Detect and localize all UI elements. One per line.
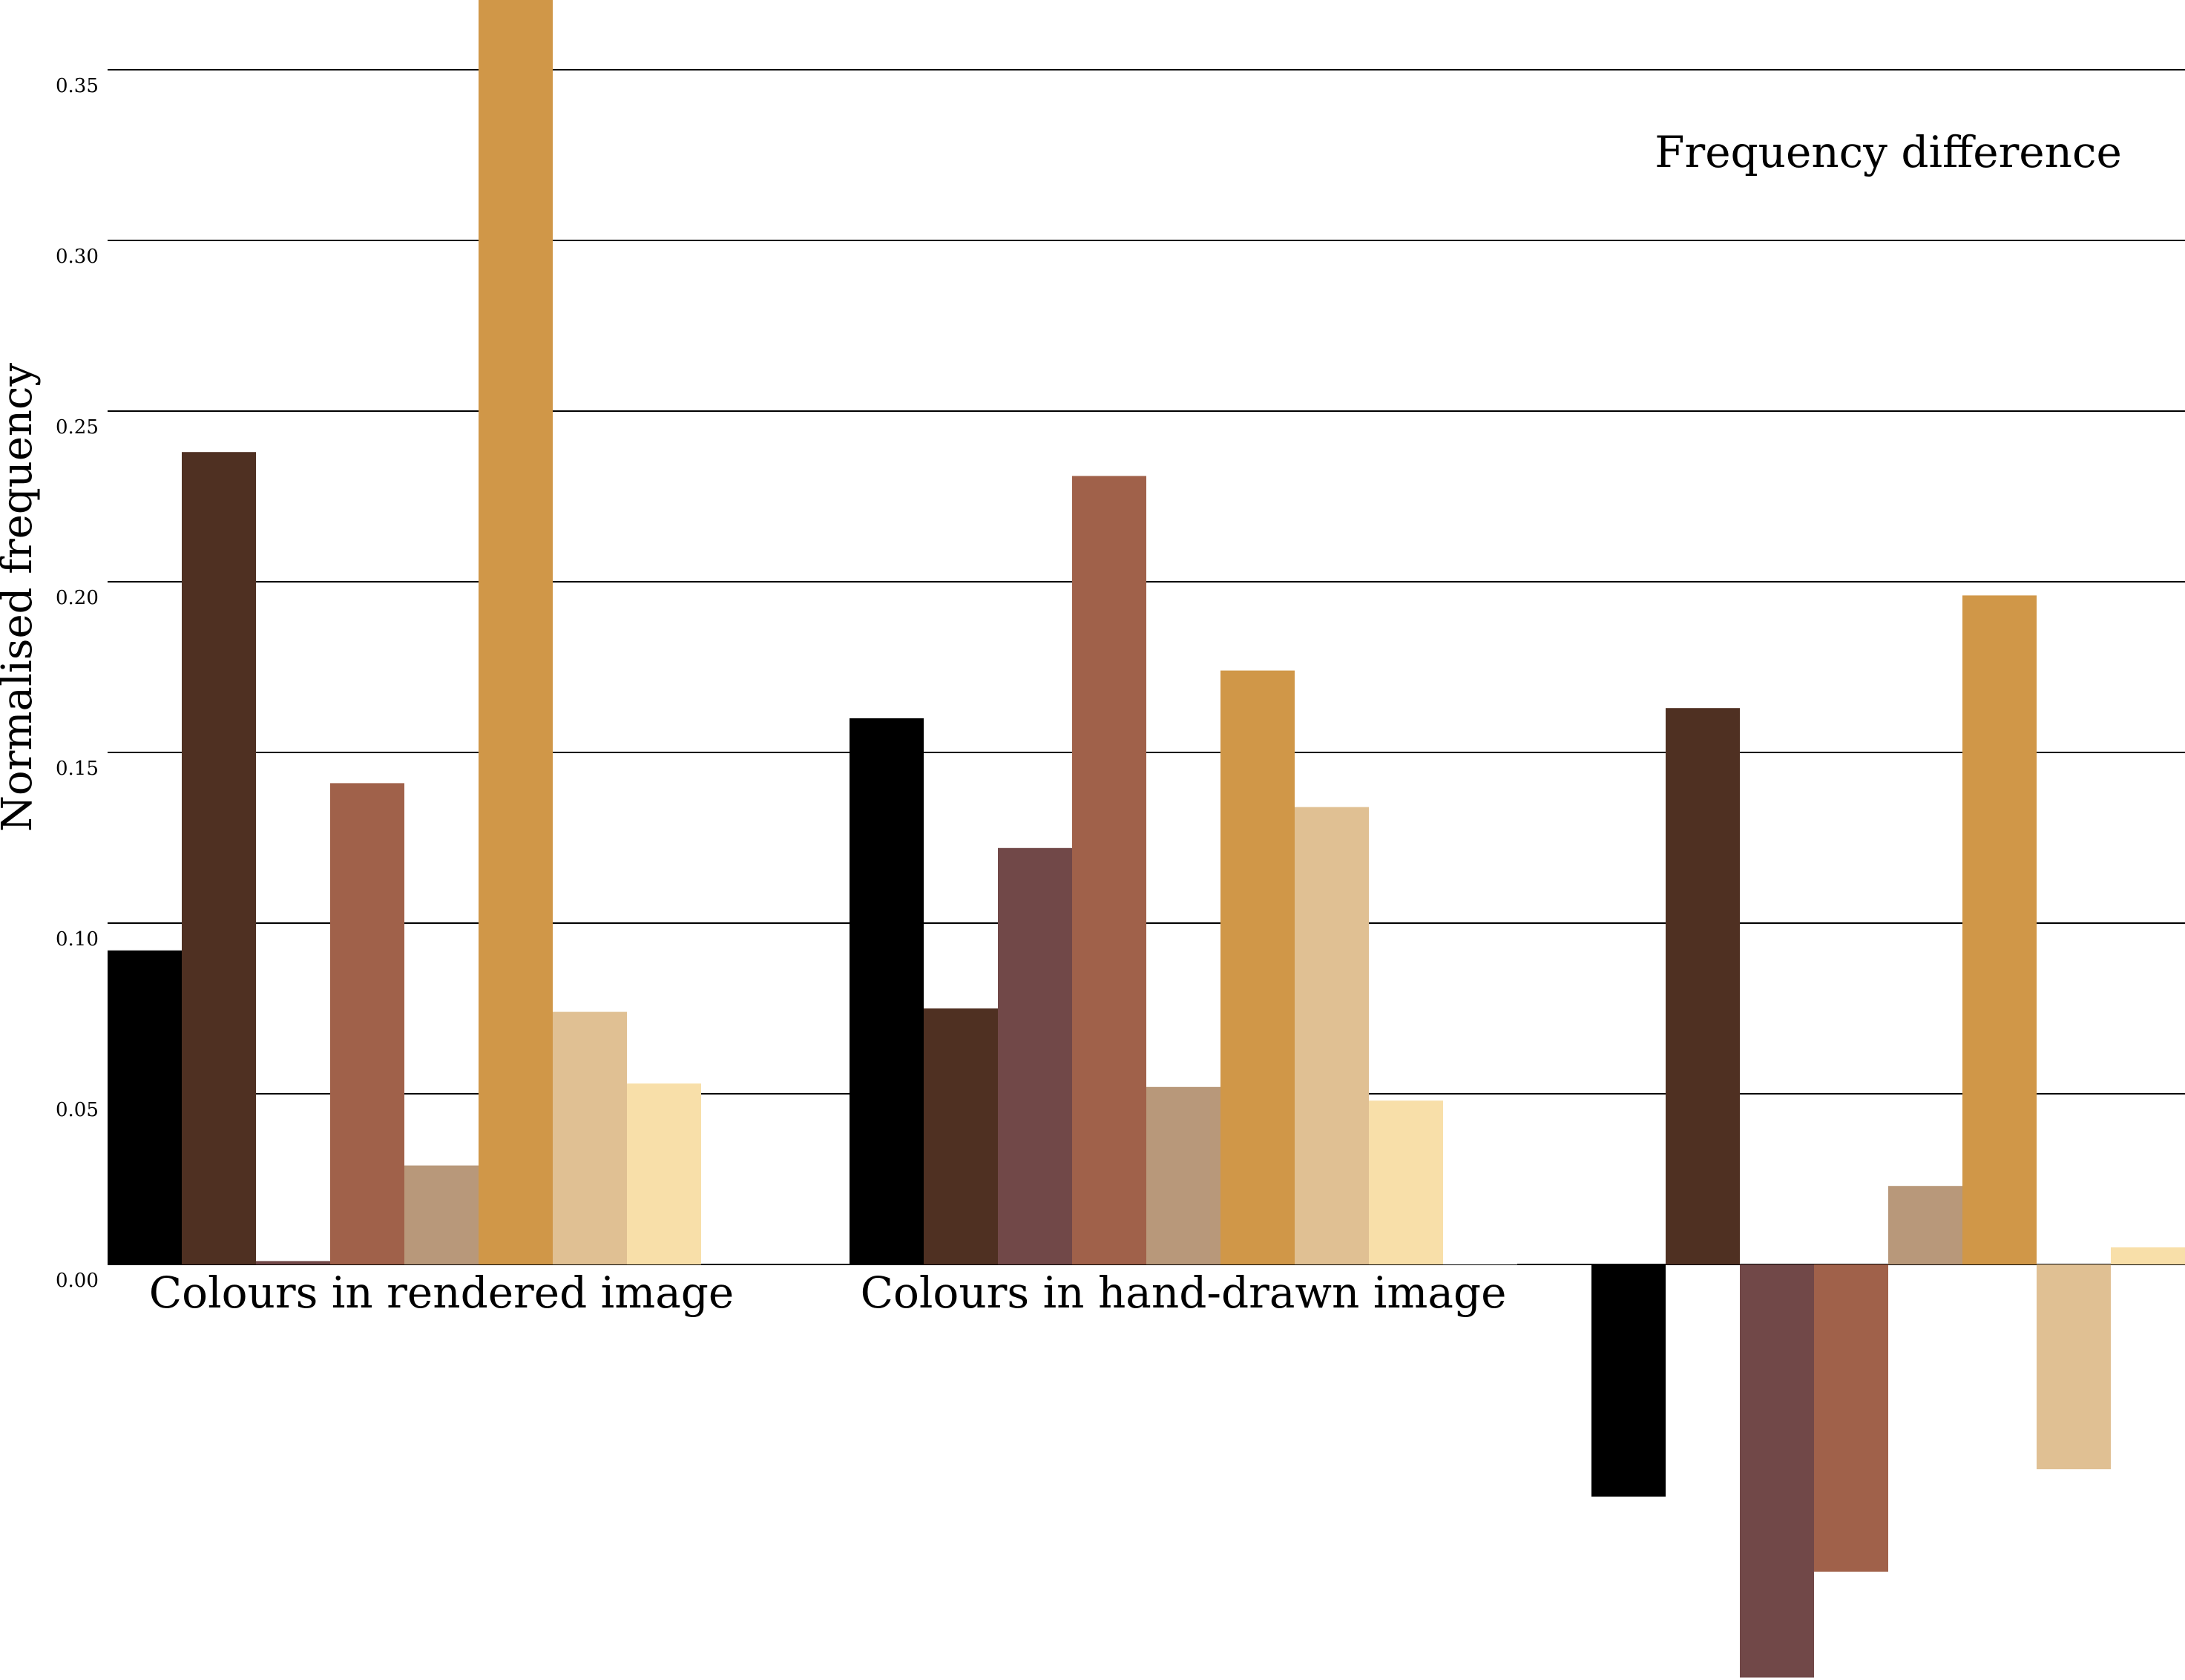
y-axis-title: Normalised frequency [0,363,42,832]
bar-group2-colour6 [1220,670,1295,1264]
y-tick-label: 0.10 [56,928,99,951]
bar-group1-colour5 [404,1165,479,1264]
bar-group3-colour3 [1740,1264,1814,1678]
bar-group3-colour8 [2111,1247,2185,1264]
bar-group1-colour2 [182,452,256,1265]
bar-group3-colour4 [1814,1264,1888,1572]
bar-group3-colour7 [2037,1264,2111,1469]
bar-group1-colour1 [108,950,182,1264]
y-tick-label: 0.00 [56,1270,99,1292]
bar-group2-colour3 [998,847,1072,1264]
group-label-hand-drawn: Colours in hand-drawn image [861,1267,1507,1318]
y-tick-label: 0.30 [56,246,99,268]
bars [108,0,2185,1678]
bar-group2-colour9 [1443,1261,1517,1264]
bar-group2-colour5 [1146,1086,1220,1264]
bar-group2-colour2 [924,1008,998,1264]
group-label-rendered: Colours in rendered image [149,1267,734,1318]
bar-group1-colour8 [627,1083,701,1264]
bar-group3-colour2 [1666,708,1740,1264]
y-tick-labels: 0.00 0.05 0.10 0.15 0.20 0.25 0.30 0.35 [56,75,99,1292]
y-tick-label: 0.20 [56,587,99,609]
bar-group2-colour8 [1369,1100,1443,1264]
bar-group1-colour4 [330,783,404,1264]
bar-group2-colour4 [1072,476,1146,1264]
annotation-frequency-difference: Frequency difference [1655,127,2122,177]
bar-group1-colour7 [553,1011,627,1264]
bar-group1-colour3 [256,1261,330,1264]
bar-group3-colour1 [1591,1264,1666,1497]
y-tick-label: 0.25 [56,416,99,439]
bar-group2-colour1 [850,718,924,1264]
bar-group1-colour6 [479,0,553,1264]
y-tick-label: 0.15 [56,758,99,780]
y-tick-label: 0.35 [56,75,99,97]
y-tick-label: 0.05 [56,1099,99,1121]
bar-group3-colour5 [1888,1186,1962,1264]
bar-group3-colour6 [1962,595,2037,1264]
bar-group2-colour7 [1295,807,1369,1264]
